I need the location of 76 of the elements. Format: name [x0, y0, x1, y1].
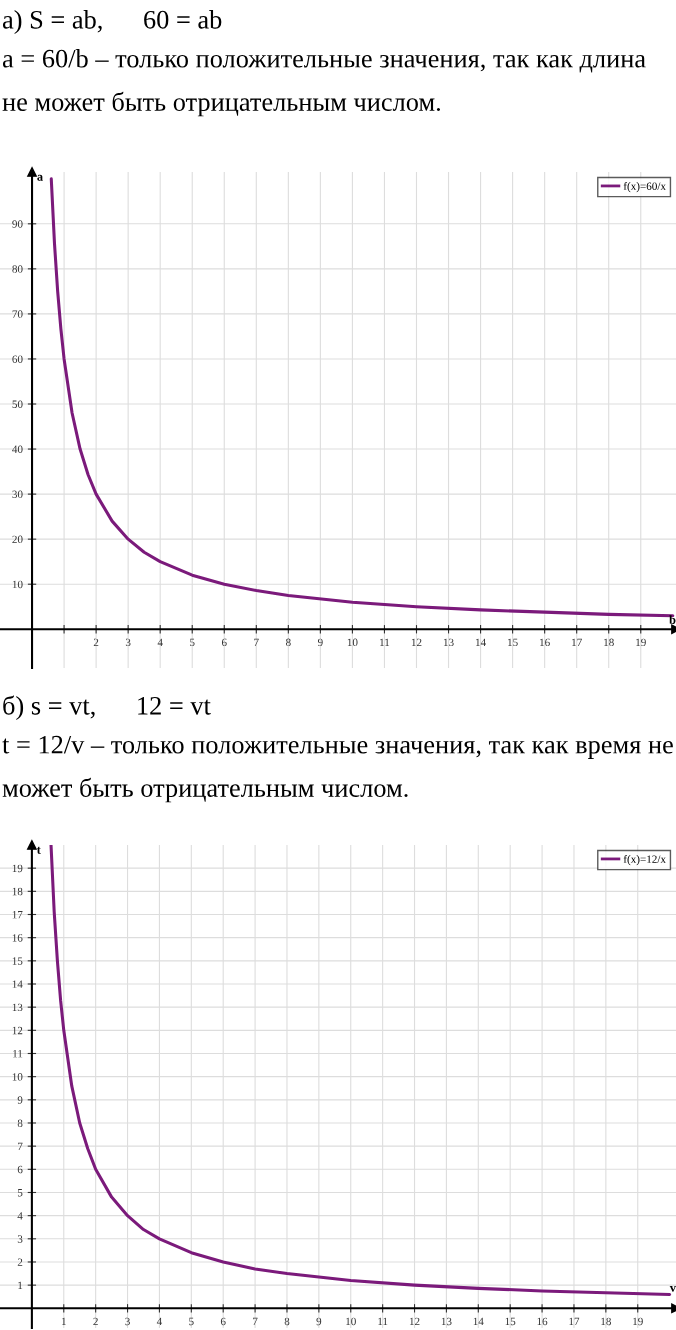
x-tick-label: 8 — [284, 1317, 290, 1326]
x-tick-label: 1 — [61, 1317, 66, 1326]
chart-title: а) S = ab, 60 = ab — [2, 10, 222, 34]
y-tick-label: 8 — [17, 1119, 23, 1127]
y-tick-label: 1 — [18, 1281, 23, 1289]
x-tick-label: 14 — [475, 638, 486, 646]
y-axis-title: a — [37, 174, 43, 181]
x-tick-label: 13 — [443, 638, 454, 647]
text: t = 12/v – только положительные значения, так как время не может быть отрицательным числом. — [2, 735, 673, 803]
y-tick-label: 16 — [12, 934, 23, 942]
x-tick-label: 2 — [93, 1317, 98, 1326]
x-tick-label: 14 — [473, 1317, 484, 1326]
x-tick-label: 11 — [380, 638, 390, 646]
x-axis-title: b — [669, 615, 676, 625]
x-tick-label: 10 — [347, 638, 358, 647]
y-tick-label: 5 — [17, 1189, 23, 1197]
x-tick-label: 3 — [125, 638, 131, 647]
x-tick-label: 6 — [221, 638, 227, 647]
y-tick-label: 30 — [12, 490, 23, 499]
y-tick-label: 70 — [12, 310, 23, 318]
y-tick-label: 90 — [12, 220, 23, 228]
x-tick-label: 19 — [633, 1317, 643, 1326]
y-tick-label: 10 — [12, 580, 23, 589]
x-tick-label: 16 — [537, 1317, 548, 1326]
x-tick-label: 9 — [316, 1317, 322, 1326]
legend-label: f(x)=12/x — [623, 855, 666, 866]
x-tick-label: 5 — [190, 638, 195, 647]
y-tick-label: 19 — [12, 864, 23, 873]
y-tick-label: 11 — [13, 1050, 23, 1058]
x-tick-label: 16 — [540, 638, 550, 647]
x-tick-label: 15 — [505, 1317, 516, 1326]
y-tick-label: 14 — [12, 980, 23, 988]
x-tick-label: 4 — [157, 638, 163, 646]
y-tick-label: 9 — [17, 1096, 23, 1104]
x-tick-label: 18 — [604, 638, 614, 647]
legend-label: f(x)=60/x — [623, 182, 666, 193]
y-tick-label: 40 — [12, 445, 23, 454]
y-tick-label: 4 — [17, 1212, 23, 1220]
x-tick-label: 7 — [253, 1317, 258, 1326]
y-tick-label: 13 — [12, 1003, 23, 1012]
x-tick-label: 11 — [378, 1317, 388, 1326]
y-tick-label: 80 — [12, 265, 23, 273]
x-tick-label: 3 — [125, 1317, 130, 1326]
x-tick-label: 4 — [156, 1317, 163, 1326]
y-tick-label: 20 — [12, 535, 23, 544]
x-tick-label: 12 — [411, 638, 422, 646]
y-tick-label: 10 — [12, 1073, 23, 1081]
y-tick-label: 12 — [12, 1026, 23, 1035]
x-tick-label: 12 — [409, 1317, 420, 1326]
x-tick-label: 17 — [569, 1317, 580, 1326]
y-tick-label: 17 — [12, 911, 23, 919]
x-tick-label: 7 — [254, 638, 259, 646]
x-tick-label: 8 — [285, 638, 291, 647]
x-tick-label: 19 — [636, 638, 646, 647]
y-tick-label: 18 — [12, 887, 23, 896]
x-tick-label: 5 — [189, 1317, 194, 1326]
x-tick-label: 10 — [346, 1317, 356, 1326]
x-tick-label: 18 — [601, 1317, 611, 1326]
x-tick-label: 13 — [441, 1317, 452, 1326]
y-tick-label: 50 — [12, 400, 23, 408]
x-tick-label: 6 — [220, 1317, 226, 1326]
y-axis-title: t — [36, 846, 41, 854]
x-axis-title: v — [669, 1286, 676, 1292]
y-tick-label: 60 — [12, 355, 23, 363]
x-tick-label: 2 — [93, 638, 99, 646]
y-tick-label: 7 — [18, 1142, 23, 1151]
y-tick-label: 15 — [12, 957, 23, 965]
x-tick-label: 15 — [508, 638, 518, 647]
y-tick-label: 6 — [17, 1165, 23, 1174]
y-tick-label: 2 — [17, 1258, 23, 1266]
line-series — [49, 845, 672, 1296]
y-tick-label: 3 — [17, 1235, 23, 1243]
x-tick-label: 17 — [572, 638, 582, 646]
text: a = 60/b – только положительные значения, так как длина не может быть отрицательным числом. — [2, 49, 646, 117]
x-tick-label: 9 — [317, 638, 323, 647]
chart-title: б) s = vt, 12 = vt — [3, 695, 211, 720]
